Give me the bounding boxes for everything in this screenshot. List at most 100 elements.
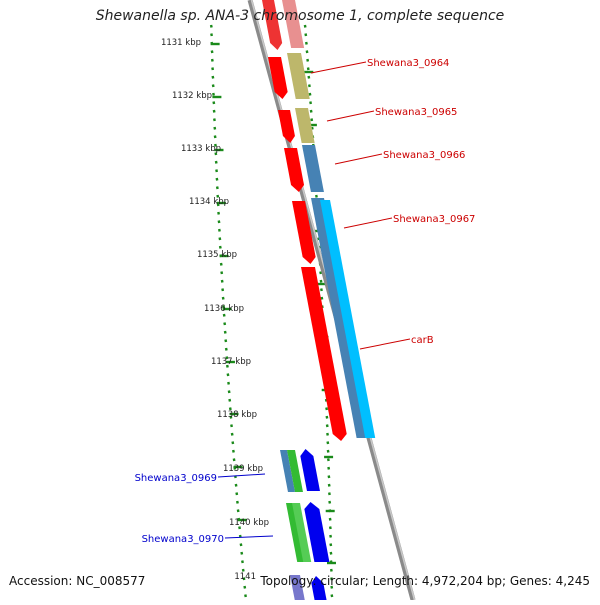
label-leader-line (343, 217, 393, 229)
ruler-dot (224, 339, 228, 343)
ruler-dot (214, 152, 218, 156)
ruler-dot (330, 594, 334, 598)
ruler-dot (243, 585, 247, 589)
kbp-tick-label: 1133 kbp (181, 144, 221, 154)
ruler-dot (319, 271, 323, 275)
ruler-dot (223, 322, 227, 326)
ruler-dot (225, 364, 229, 368)
cds-arrow (262, 0, 283, 50)
ruler-dot (214, 160, 218, 164)
topology-text: Topology: circular; Length: 4,972,204 bp… (260, 574, 590, 588)
ruler-dot (213, 118, 216, 122)
kbp-tick-label: 1138 kbp (217, 410, 257, 420)
ruler-dot (304, 33, 308, 37)
ruler-dot (319, 279, 323, 283)
ruler-dot (212, 101, 216, 105)
ruler-dot (241, 568, 245, 572)
cds-arrow (300, 449, 320, 491)
ruler-dot (211, 84, 215, 88)
ruler-dot (215, 186, 219, 190)
ruler-dot (213, 126, 217, 130)
ruler-dot (307, 84, 311, 88)
ruler-dot (324, 398, 328, 402)
ruler-dot (218, 237, 222, 241)
ruler-dot (220, 271, 224, 275)
cog-bar (287, 53, 310, 99)
ruler-dot (304, 41, 308, 45)
ruler-dot (325, 415, 329, 419)
cds-arrow (301, 267, 347, 441)
ruler-dot (326, 458, 330, 462)
ruler-dot (215, 177, 219, 181)
ruler-dot (240, 551, 244, 555)
kbp-tick-label: 1139 kbp (223, 464, 263, 474)
ruler-dot (221, 288, 225, 292)
ruler-dot (220, 279, 224, 283)
cds-arrow (311, 576, 327, 600)
ruler-dot (222, 313, 226, 317)
ruler-dot (329, 534, 333, 538)
ruler-dot (315, 194, 318, 198)
ruler-dot (218, 245, 222, 249)
kbp-tick-label: 1137 kbp (211, 357, 251, 367)
gene-labels: Shewana3_0964 Shewana3_0965 Shewana3_0966 S… (135, 58, 476, 545)
ruler-dot (214, 143, 217, 147)
ruler-dot (328, 500, 332, 504)
gene-features (262, 0, 376, 600)
label-leader-line (326, 110, 375, 122)
ruler-dot (229, 415, 233, 419)
ruler-dot (211, 75, 215, 79)
ruler-dot (310, 118, 314, 122)
ruler-dot (215, 169, 219, 173)
ruler-dot (309, 101, 313, 105)
map-title: Shewanella sp. ANA-3 chromosome 1, compl… (95, 8, 505, 24)
label-leader-line (334, 153, 383, 165)
ruler-dot (306, 67, 310, 71)
kbp-tick-label: 1136 kbp (204, 304, 244, 314)
ruler-dot (326, 449, 330, 453)
ruler-dot (330, 577, 333, 581)
ruler-dot (235, 492, 239, 496)
ruler-dot (228, 407, 232, 411)
cog-bar (320, 200, 376, 438)
ruler-dot (326, 441, 330, 445)
kbp-tick-label: 1135 kbp (197, 250, 237, 260)
cog-bar (290, 575, 305, 600)
ruler-dot (212, 92, 215, 96)
ruler-dot (234, 483, 238, 487)
cog-bar (280, 450, 295, 492)
ruler-dot (328, 517, 332, 521)
ruler-dot (212, 109, 216, 113)
gene-label: Shewana3_0966 (383, 150, 465, 161)
ruler-dot (329, 568, 333, 572)
kbp-tick-labels: 1131 kbp 1132 kbp 1133 kbp 1134 kbp 1135 kbp… (161, 38, 269, 582)
label-leader-line (217, 473, 266, 478)
ruler-dot (320, 288, 323, 292)
ruler-dot (210, 33, 213, 37)
ruler-dot (241, 560, 244, 564)
ruler-dot (329, 551, 333, 555)
gene-label: carB (411, 335, 434, 346)
ruler-dot (216, 194, 220, 198)
kbp-tick-label: 1140 kbp (229, 518, 269, 528)
ruler-dot (221, 296, 225, 300)
ruler-dot (227, 381, 230, 385)
cds-arrow (278, 110, 295, 143)
gene-label: Shewana3_0965 (375, 107, 457, 118)
ruler-dot (225, 356, 229, 360)
label-leader-line (359, 338, 411, 350)
ruler-dot (308, 92, 312, 96)
ruler-dot (224, 347, 228, 351)
ruler-dot (325, 407, 329, 411)
ruler-dot (210, 58, 214, 62)
cog-bar (292, 503, 312, 562)
label-leader-line (310, 61, 367, 74)
ruler-dot (211, 67, 215, 71)
ruler-dot (239, 543, 243, 547)
cog-bar (287, 450, 303, 492)
ruler-dot (329, 543, 333, 547)
ruler-dot (310, 126, 314, 130)
ruler-dot (230, 432, 234, 436)
